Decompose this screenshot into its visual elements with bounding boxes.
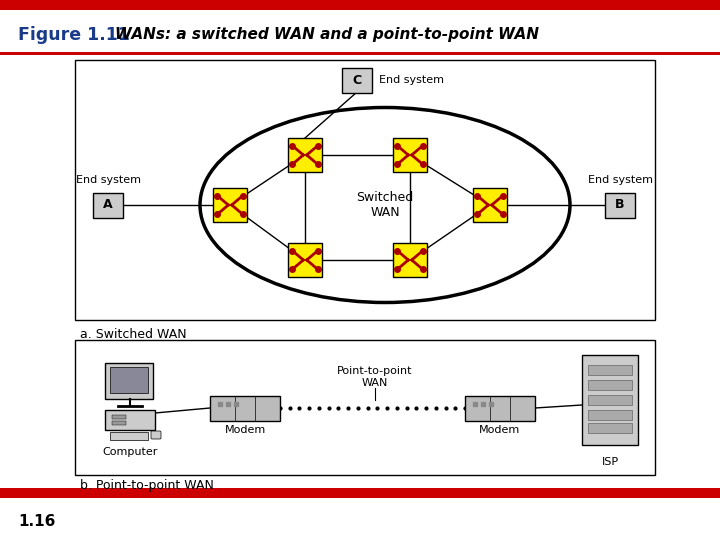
Text: b. Point-to-point WAN: b. Point-to-point WAN: [80, 479, 214, 492]
Text: Switched
WAN: Switched WAN: [356, 191, 413, 219]
Text: A: A: [103, 199, 113, 212]
Bar: [288, 138, 322, 172]
Bar: [393, 243, 427, 277]
Bar: [75, 60, 655, 320]
Text: WANs: a switched WAN and a point-to-point WAN: WANs: a switched WAN and a point-to-poin…: [115, 28, 539, 43]
Bar: [588, 380, 632, 390]
Ellipse shape: [200, 107, 570, 302]
Bar: [588, 423, 632, 433]
Bar: [0, 52, 720, 55]
Bar: [105, 363, 153, 399]
Text: Modem: Modem: [225, 425, 266, 435]
Bar: [110, 432, 148, 440]
Bar: [110, 367, 148, 393]
Bar: [465, 396, 535, 421]
Bar: [0, 488, 720, 498]
Bar: [213, 188, 247, 222]
Bar: [105, 410, 155, 430]
FancyBboxPatch shape: [151, 431, 161, 439]
Text: 1.16: 1.16: [18, 515, 55, 530]
Text: C: C: [352, 73, 361, 86]
Bar: [93, 193, 123, 218]
Text: ISP: ISP: [601, 457, 618, 467]
Bar: [605, 193, 635, 218]
Bar: [588, 395, 632, 405]
Bar: [75, 340, 655, 475]
Text: Figure 1.11: Figure 1.11: [18, 26, 130, 44]
Text: Computer: Computer: [102, 447, 158, 457]
Bar: [473, 188, 507, 222]
Bar: [393, 138, 427, 172]
Bar: [582, 355, 638, 445]
Text: Modem: Modem: [480, 425, 521, 435]
Bar: [288, 243, 322, 277]
Text: End system: End system: [588, 175, 652, 185]
Bar: [0, 0, 720, 10]
Bar: [112, 421, 126, 425]
Bar: [588, 365, 632, 375]
Bar: [342, 68, 372, 93]
Text: a. Switched WAN: a. Switched WAN: [80, 328, 186, 341]
Text: B: B: [616, 199, 625, 212]
Bar: [210, 396, 280, 421]
Text: End system: End system: [379, 75, 444, 85]
Text: Point-to-point
WAN: Point-to-point WAN: [337, 366, 413, 388]
Bar: [112, 415, 126, 419]
Bar: [588, 410, 632, 420]
Text: End system: End system: [76, 175, 140, 185]
